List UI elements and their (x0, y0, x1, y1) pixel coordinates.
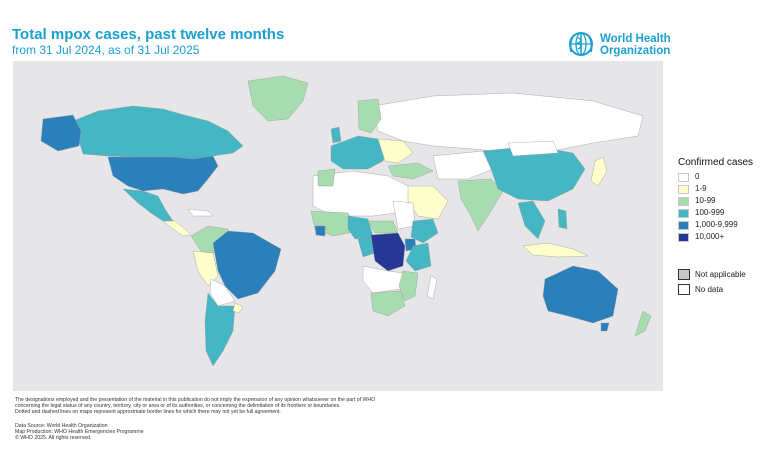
world-map (13, 61, 663, 391)
legend-label: 1,000-9,999 (695, 220, 738, 229)
legend-item: 1-9 (678, 184, 766, 196)
region-india (457, 178, 504, 232)
who-name-line2: Organization (600, 45, 671, 57)
legend-title: Confirmed cases (678, 157, 754, 168)
who-emblem-icon (569, 32, 593, 56)
legend-label: 100-999 (695, 208, 725, 217)
disclaimer-line: concerning the legal status of any count… (15, 403, 341, 410)
legend-item: 10-99 (678, 196, 766, 208)
legend-swatch (678, 284, 690, 295)
region-sierra-leone (314, 225, 326, 237)
region-canada (72, 105, 244, 160)
region-eastern-europe (377, 138, 414, 164)
region-south-africa (370, 290, 406, 317)
legend-item-no-data: No data (678, 283, 766, 298)
legend-extra: Not applicable No data (678, 268, 766, 298)
who-name-line1: World Health (600, 33, 671, 45)
legend-label: No data (695, 285, 724, 294)
region-uk (330, 126, 342, 144)
legend-item: 0 (678, 172, 766, 184)
region-philippines (557, 208, 568, 230)
region-greenland (247, 75, 309, 122)
legend: Confirmed cases 0 1-9 10-99 100-999 1,00… (678, 157, 766, 244)
region-scandinavia (357, 98, 382, 134)
copyright: © WHO 2025. All rights reserved. (15, 435, 92, 442)
region-turkey (387, 162, 434, 180)
legend-swatch (678, 269, 690, 280)
region-angola (362, 265, 404, 294)
region-southeast-asia (517, 200, 546, 240)
legend-label: 0 (695, 172, 700, 181)
region-drc (370, 232, 406, 272)
legend-item: 100-999 (678, 208, 766, 220)
region-japan (590, 156, 608, 187)
who-logo: World Health Organization (566, 30, 676, 62)
region-madagascar (426, 275, 438, 300)
region-alaska (40, 114, 82, 152)
region-central-asia (432, 150, 494, 180)
region-kenya (405, 242, 432, 272)
who-name: World Health Organization (600, 33, 680, 57)
legend-swatch (678, 185, 689, 194)
legend-swatch (678, 209, 689, 218)
legend-label: 10,000+ (695, 232, 725, 241)
disclaimer-line: The designations employed and the presen… (15, 397, 376, 403)
disclaimer-line: Dotted and dashed lines on maps represen… (15, 409, 281, 416)
region-brazil (212, 230, 282, 300)
region-car (367, 220, 399, 234)
region-tasmania (600, 322, 610, 332)
region-mongolia (507, 140, 559, 157)
region-nigeria (347, 215, 374, 240)
region-sudan (392, 200, 416, 230)
legend-swatch (678, 173, 689, 182)
map-title: Total mpox cases, past twelve months (12, 26, 285, 43)
legend-item: 10,000+ (678, 232, 766, 244)
legend-item: 1,000-9,999 (678, 220, 766, 232)
region-bolivia (209, 278, 236, 307)
world-map-svg (40, 75, 652, 367)
region-russia (372, 92, 644, 154)
region-western-europe (330, 135, 389, 170)
region-central-america (162, 220, 192, 237)
legend-item-not-applicable: Not applicable (678, 268, 766, 283)
legend-swatch (678, 221, 689, 230)
legend-swatch (678, 233, 689, 242)
legend-label: Not applicable (695, 270, 746, 279)
legend-label: 1-9 (695, 184, 707, 193)
region-mozambique (398, 270, 419, 302)
region-new-zealand (634, 310, 652, 337)
region-argentina (204, 292, 236, 367)
legend-label: 10-99 (695, 196, 716, 205)
disclaimer: The designations employed and the presen… (15, 397, 495, 416)
region-ethiopia (410, 218, 439, 244)
map-production: Map Production: WHO Health Emergencies P… (15, 429, 144, 436)
region-uruguay (232, 302, 244, 314)
data-source: Data Source: World Health Organization (15, 423, 108, 429)
region-morocco (317, 168, 336, 187)
credits: Data Source: World Health Organization M… (15, 423, 315, 442)
region-usa (107, 155, 219, 195)
region-caribbean (187, 208, 214, 217)
map-subtitle: from 31 Jul 2024, as of 31 Jul 2025 (12, 43, 200, 57)
legend-swatch (678, 197, 689, 206)
region-australia (542, 265, 619, 324)
region-mexico (122, 188, 174, 222)
region-indonesia (522, 242, 589, 258)
